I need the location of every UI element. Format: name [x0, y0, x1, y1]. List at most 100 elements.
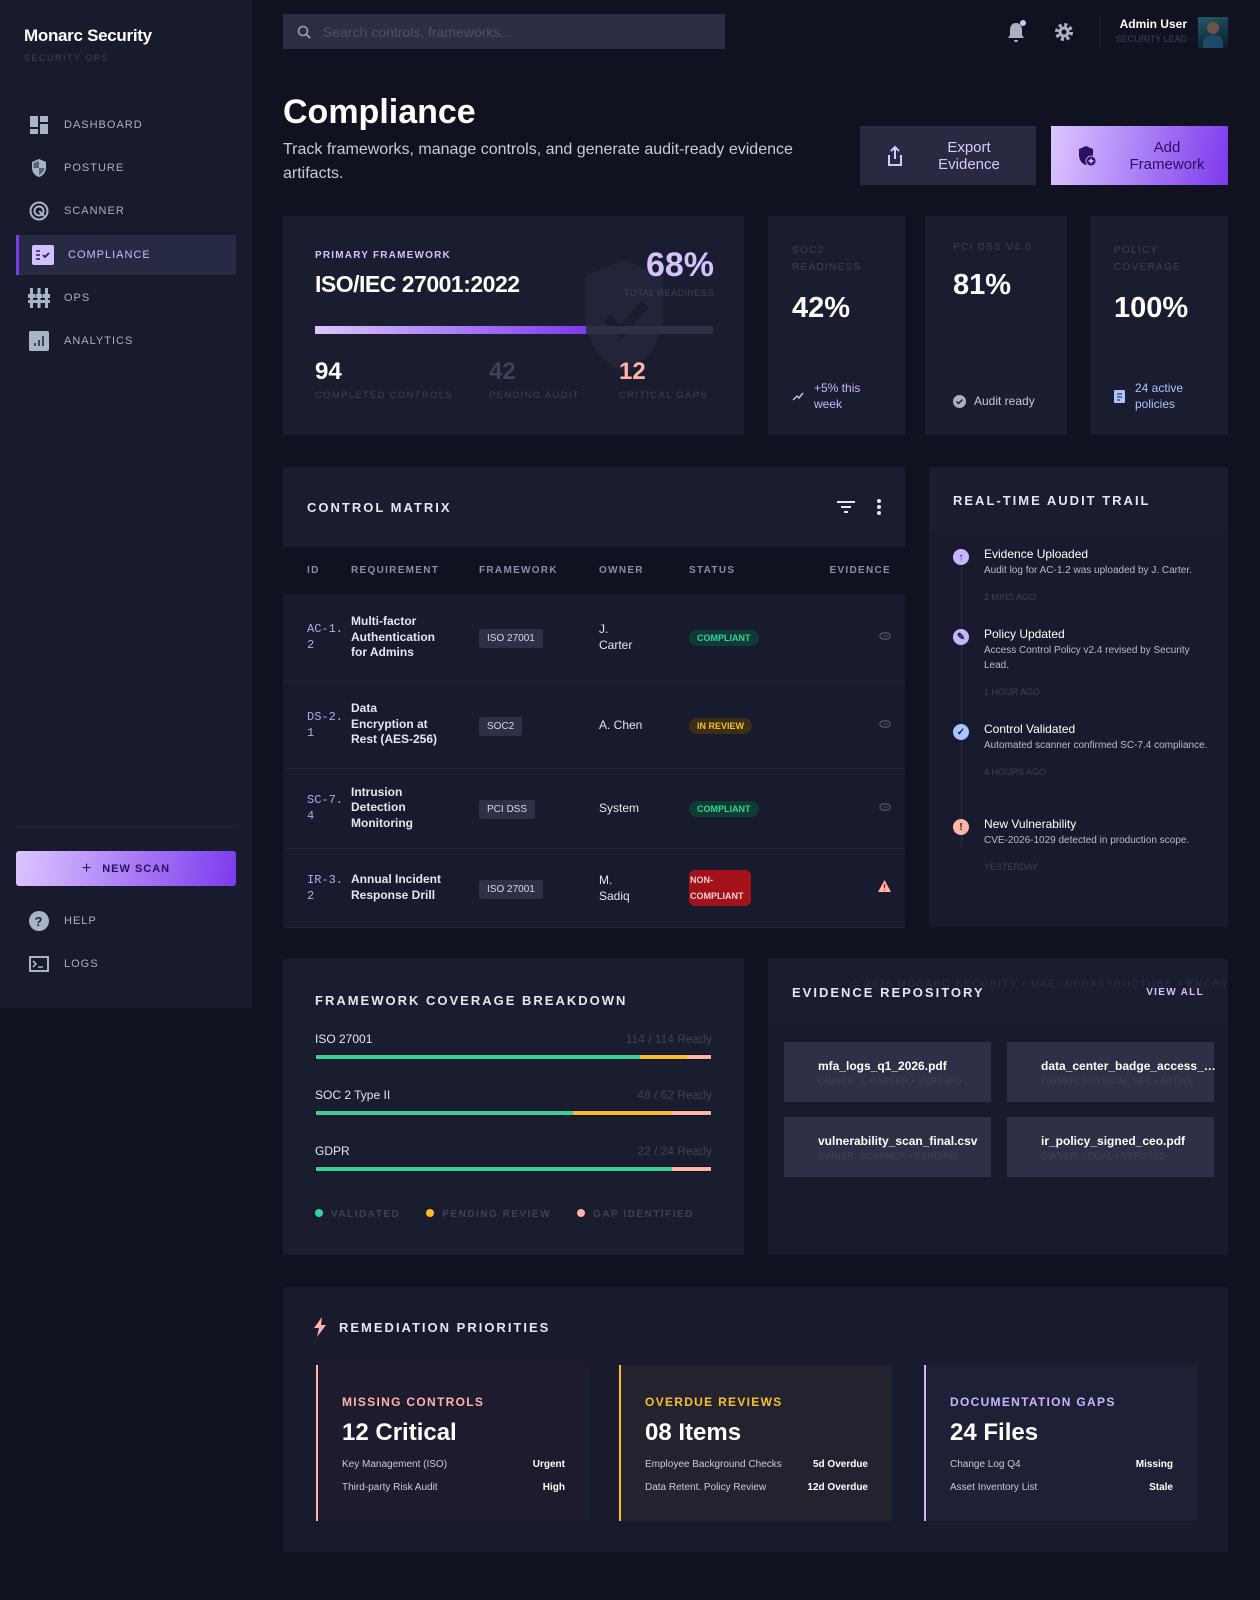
remediation-item[interactable]: Change Log Q4 Missing	[950, 1459, 1173, 1470]
sidebar-item-label: LOGS	[64, 958, 99, 970]
table-row[interactable]: AC-1.2 Multi-factor Authentication for Ad…	[283, 594, 905, 682]
remediation-item[interactable]: Third-party Risk Audit High	[342, 1482, 565, 1493]
search-input[interactable]	[323, 23, 703, 40]
card-value: 08 Items	[645, 1419, 742, 1446]
avatar[interactable]	[1198, 17, 1228, 48]
coverage-bar	[315, 1110, 712, 1116]
settings-button[interactable]	[1053, 21, 1075, 48]
file-meta: OWNER: J. CARTER • VERIFIED	[818, 1075, 962, 1086]
table-row[interactable]: DS-2.1 Data Encryption at Rest (AES-256) S…	[283, 681, 905, 769]
attachment-icon[interactable]	[803, 630, 905, 644]
stat-value: 12	[619, 358, 646, 385]
card-note: Audit ready	[974, 394, 1035, 408]
soc2-card: SOC2 READINESS 42% +5% this week	[768, 216, 905, 435]
user-info[interactable]: Admin User SECURITY LEAD	[1110, 17, 1187, 44]
footer-text: © 2026 MONARC SECURITY • UAE INFRASTRUCT…	[852, 979, 1228, 990]
shield-add-icon	[1079, 145, 1097, 166]
stat-pending: 42 PENDING AUDIT	[489, 358, 580, 401]
framework-chip: PCI DSS	[479, 800, 536, 819]
warning-icon[interactable]	[803, 880, 905, 895]
view-all-link[interactable]: VIEW ALL	[1146, 987, 1204, 998]
card-heading: DOCUMENTATION GAPS	[950, 1395, 1116, 1409]
sidebar-item-compliance[interactable]: COMPLIANCE	[16, 235, 236, 275]
stat-critical: 12 CRITICAL GAPS	[619, 358, 708, 401]
remediation-card: MISSING CONTROLS 12 Critical Key Managemen…	[316, 1365, 589, 1521]
shield-icon	[28, 157, 50, 179]
evidence[interactable]	[803, 594, 905, 682]
owner-text: J. Carter	[599, 622, 633, 653]
header-divider	[1100, 16, 1101, 48]
card-note: +5% this week	[814, 381, 861, 411]
card-value: 81%	[953, 269, 1012, 301]
sidebar-item-scanner[interactable]: SCANNER	[16, 191, 236, 231]
pci-card: PCI DSS V4.0 81% Audit ready	[925, 216, 1067, 435]
help-icon: ?	[28, 910, 50, 932]
more-vert-icon[interactable]	[877, 499, 881, 515]
evidence[interactable]	[803, 681, 905, 769]
new-scan-button[interactable]: + NEW SCAN	[16, 851, 236, 886]
readiness-progress	[315, 326, 713, 334]
coverage-row: ISO 27001 114 / 114 Ready	[315, 1032, 712, 1060]
notifications-button[interactable]	[1006, 20, 1028, 49]
card-heading: OVERDUE REVIEWS	[645, 1395, 783, 1409]
control-matrix-title: CONTROL MATRIX	[307, 499, 452, 515]
search-bar[interactable]	[283, 14, 725, 49]
timeline-line	[961, 567, 962, 847]
evidence[interactable]	[803, 848, 905, 928]
primary-framework-label: PRIMARY FRAMEWORK	[315, 250, 451, 261]
item-status: High	[542, 1482, 565, 1493]
evidence-file[interactable]: mfa_logs_q1_2026.pdf OWNER: J. CARTER • V…	[784, 1042, 991, 1102]
sidebar-item-posture[interactable]: POSTURE	[16, 148, 236, 188]
column-header: OWNER	[599, 547, 689, 594]
owner: System	[599, 768, 689, 849]
evidence[interactable]	[803, 768, 905, 849]
radar-icon	[28, 200, 50, 222]
card-note: 24 active policies	[1135, 381, 1184, 411]
add-framework-button[interactable]: Add Framework	[1051, 126, 1228, 185]
filter-icon[interactable]	[837, 500, 855, 514]
export-evidence-button[interactable]: Export Evidence	[860, 126, 1036, 185]
event-desc: CVE-2026-1029 detected in production sco…	[984, 835, 1190, 846]
evidence-title: EVIDENCE REPOSITORY	[792, 985, 985, 1000]
coverage-legend: VALIDATED PENDING REVIEW GAP IDENTIFIED	[315, 1204, 712, 1222]
sidebar: Monarc Security SECURITY OPS DASHBOARD P…	[0, 0, 252, 1008]
control-id: IR-3.2	[283, 848, 351, 928]
table-row[interactable]: IR-3.2 Annual Incident Response Drill ISO …	[283, 848, 905, 928]
remediation-item[interactable]: Data Retent. Policy Review 12d Overdue	[645, 1482, 868, 1493]
plus-icon: +	[81, 859, 93, 877]
owner-text: System	[599, 801, 640, 815]
control-id-text: AC-1.2	[307, 622, 344, 653]
requirement: Multi-factor Authentication for Admins	[351, 594, 479, 682]
sidebar-item-analytics[interactable]: ANALYTICS	[16, 321, 236, 361]
attachment-icon[interactable]	[803, 718, 905, 732]
pending-segment	[572, 1111, 672, 1115]
sidebar-divider	[16, 826, 236, 827]
event-title: Evidence Uploaded	[984, 547, 1089, 561]
table-header: ID REQUIREMENT FRAMEWORK OWNER STATUS EVIDENC…	[283, 547, 905, 594]
coverage-bar	[315, 1054, 712, 1060]
sidebar-item-dashboard[interactable]: DASHBOARD	[16, 105, 236, 145]
evidence-file[interactable]: vulnerability_scan_final.csv OWNER: SCANN…	[784, 1117, 991, 1177]
page-subtitle: Track frameworks, manage controls, and g…	[283, 141, 793, 182]
attachment-icon[interactable]	[803, 801, 905, 815]
sidebar-item-logs[interactable]: LOGS	[16, 944, 236, 984]
event-title: New Vulnerability	[984, 817, 1077, 831]
remediation-item[interactable]: Asset Inventory List Stale	[950, 1482, 1173, 1493]
sidebar-item-ops[interactable]: OPS	[16, 278, 236, 318]
gap-segment	[671, 1111, 711, 1115]
item-label: Asset Inventory List	[950, 1482, 1038, 1493]
card-value: 42%	[792, 292, 851, 324]
status: IN REVIEW	[689, 681, 803, 769]
status: COMPLIANT	[689, 594, 803, 682]
remediation-item[interactable]: Key Management (ISO) Urgent	[342, 1459, 565, 1470]
framework-name: GDPR	[315, 1144, 350, 1158]
framework: ISO 27001	[479, 848, 599, 928]
sidebar-item-help[interactable]: ? HELP	[16, 901, 236, 941]
file-name: vulnerability_scan_final.csv	[818, 1133, 978, 1148]
evidence-file[interactable]: ir_policy_signed_ceo.pdf OWNER: LEGAL • V…	[1007, 1117, 1214, 1177]
evidence-file[interactable]: data_center_badge_access_log OWNER: PHYSI…	[1007, 1042, 1216, 1102]
remediation-item[interactable]: Employee Background Checks 5d Overdue	[645, 1459, 868, 1470]
new-scan-label: NEW SCAN	[102, 862, 171, 875]
table-row[interactable]: SC-7.4 Intrusion Detection Monitoring PCI …	[283, 768, 905, 849]
legend-dot	[426, 1209, 435, 1217]
